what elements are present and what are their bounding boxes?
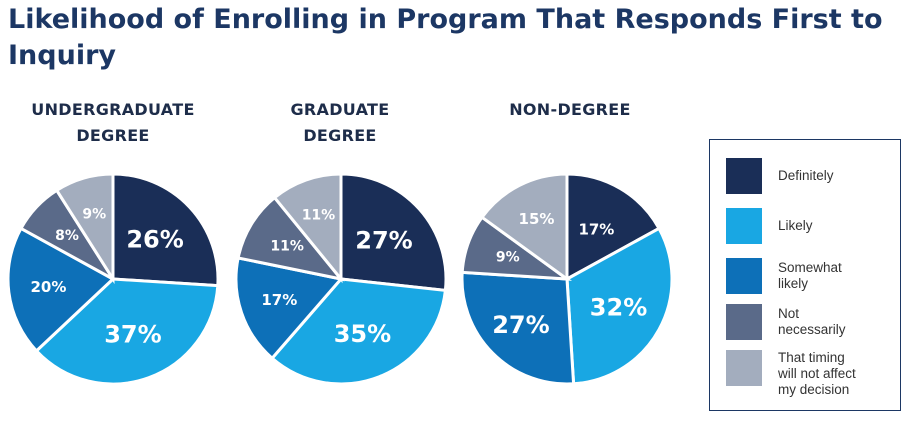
pie-charts: 26%37%20%8%9%27%35%17%11%11%17%32%27%9%1… xyxy=(6,172,674,386)
pie-chart-2: 17% 32% 27% 9% 15% xyxy=(460,172,674,386)
slice-likely xyxy=(565,226,674,386)
slice-timing-no-effect xyxy=(479,172,569,282)
legend-item-somewhat-likely: Somewhat likely xyxy=(726,258,888,294)
page-title: Likelihood of Enrolling in Program That … xyxy=(8,4,883,71)
chart-title-graduate: GRADUATE DEGREE xyxy=(290,100,390,145)
slice-likely xyxy=(34,277,220,386)
slice-label-not-necessarily: 9% xyxy=(496,250,520,266)
legend-label-not-necessarily: Not necessarily xyxy=(778,306,846,337)
slice-somewhat-likely xyxy=(460,270,576,386)
chart-title-non-degree: NON-DEGREE xyxy=(509,100,631,119)
legend-item-definitely: Definitely xyxy=(726,158,888,194)
slice-label-likely: 35% xyxy=(334,320,391,348)
slice-label-likely: 32% xyxy=(590,293,647,321)
slice-label-not-necessarily: 8% xyxy=(55,228,79,244)
legend-swatch-somewhat-likely xyxy=(726,258,762,294)
pie-chart-0: 26% 37% 20% 8%9% xyxy=(6,172,220,386)
legend-swatch-timing-no-effect xyxy=(726,350,762,386)
legend-label-timing-no-effect: That timing will not affect my decision xyxy=(778,350,856,397)
legend-swatch-definitely xyxy=(726,158,762,194)
pie-chart-1: 27% 35% 17% 11% 11% xyxy=(234,172,448,386)
legend-swatch-not-necessarily xyxy=(726,304,762,340)
slice-likely xyxy=(270,277,448,386)
slice-timing-no-effect xyxy=(54,172,115,285)
legend-label-somewhat-likely: Somewhat likely xyxy=(778,260,842,291)
chart-title-undergraduate: UNDERGRADUATE DEGREE xyxy=(31,100,195,145)
legend-item-timing-no-effect: That timing will not affect my decision xyxy=(726,350,888,398)
slice-label-timing-no-effect: 9% xyxy=(82,206,106,222)
legend-item-likely: Likely xyxy=(726,208,888,244)
slice-label-definitely: 26% xyxy=(126,225,183,253)
slice-definitely xyxy=(565,172,662,282)
slice-somewhat-likely xyxy=(234,256,344,361)
slice-label-timing-no-effect: 15% xyxy=(519,210,555,228)
slice-definitely xyxy=(111,172,220,288)
legend-label-definitely: Definitely xyxy=(778,168,834,183)
legend-item-not-necessarily: Not necessarily xyxy=(726,304,888,340)
slice-label-somewhat-likely: 27% xyxy=(492,311,549,339)
slice-label-not-necessarily: 11% xyxy=(270,238,304,254)
slice-label-somewhat-likely: 20% xyxy=(30,278,66,296)
legend: Definitely Likely Somewhat likely Not ne… xyxy=(709,139,901,411)
slice-label-somewhat-likely: 17% xyxy=(261,291,297,309)
legend-swatch-likely xyxy=(726,208,762,244)
slice-label-timing-no-effect: 11% xyxy=(302,208,336,224)
slice-definitely xyxy=(339,172,448,293)
legend-label-likely: Likely xyxy=(778,218,813,233)
slice-label-definitely: 17% xyxy=(578,220,614,238)
slice-somewhat-likely xyxy=(6,226,116,353)
slice-label-likely: 37% xyxy=(104,320,161,348)
slice-label-definitely: 27% xyxy=(355,226,412,254)
slice-timing-no-effect xyxy=(272,172,343,284)
